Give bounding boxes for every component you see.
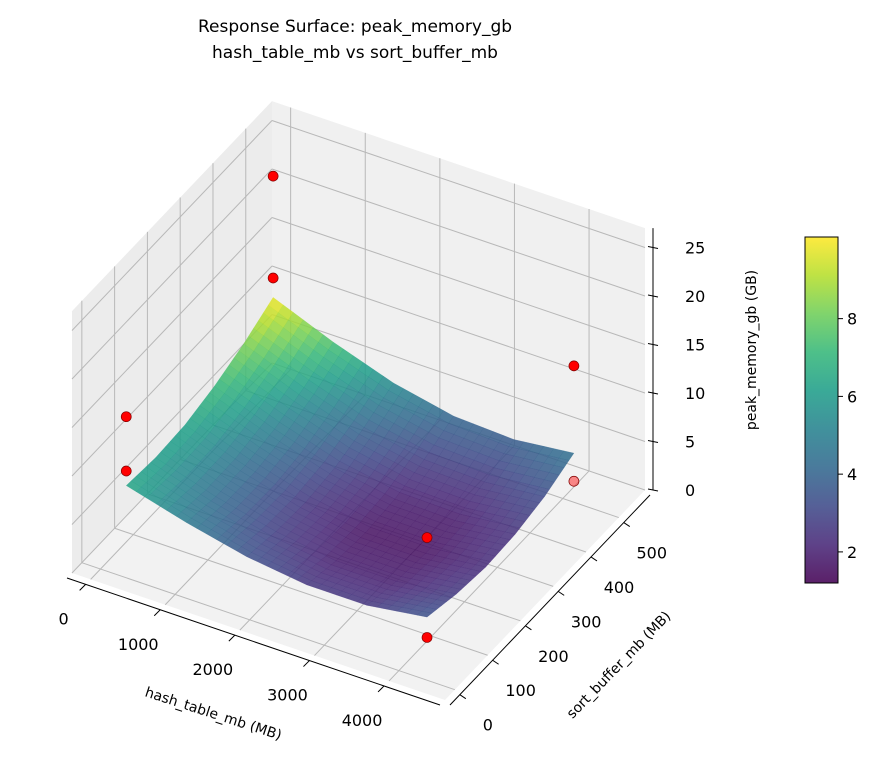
z-tick [647, 246, 659, 249]
gridline-z [71, 168, 273, 380]
x-tick [153, 609, 161, 617]
x-tick-label: 4000 [342, 711, 383, 730]
gridline-z [71, 120, 273, 331]
x-tick [303, 660, 310, 667]
gridline-z [271, 168, 646, 297]
chart-title: Response Surface: peak_memory_gb [198, 17, 512, 37]
data-point [120, 465, 132, 477]
gridline-z [271, 314, 646, 442]
gridline-y [81, 562, 455, 691]
data-point [267, 170, 279, 182]
y-tick [459, 694, 467, 700]
surface [125, 297, 580, 618]
colorbar: 2 4 6 8 [804, 236, 857, 584]
colorbar-tick-label: 2 [847, 543, 857, 562]
surface-facet [416, 611, 433, 618]
z-tick [647, 391, 659, 395]
y-tick [623, 522, 631, 527]
x-tick [377, 685, 385, 693]
y-axis-line [449, 494, 651, 706]
gridline-z [71, 314, 273, 525]
z-tick-label: 5 [685, 433, 695, 452]
z-tick-label: 20 [685, 287, 705, 306]
z-tick-label: 25 [685, 239, 705, 258]
data-point [267, 272, 279, 284]
z-tick [647, 343, 659, 346]
x-axis-line [66, 577, 441, 706]
z-tick [647, 488, 659, 492]
data-point [120, 411, 132, 423]
y-tick-label: 400 [604, 578, 635, 597]
z-axis-label: peak_memory_gb (GB) [744, 270, 760, 430]
gridline-z [71, 217, 273, 428]
colorbar-tick-label: 6 [847, 387, 857, 406]
y-tick [492, 659, 499, 665]
z-tick-label: 10 [685, 384, 705, 403]
y-tick-label: 100 [505, 681, 536, 700]
colorbar-tick-label: 4 [847, 465, 857, 484]
y-tick-label: 500 [636, 544, 667, 563]
y-tick-label: 0 [483, 716, 493, 735]
scatter-points [120, 170, 580, 643]
x-tick-label: 1000 [118, 635, 159, 654]
gridline-z [271, 217, 646, 345]
colorbar-gradient [804, 236, 839, 584]
y-tick-label: 200 [538, 647, 569, 666]
x-tick-label: 3000 [267, 686, 308, 705]
gridline-x [388, 470, 590, 682]
y-tick [525, 625, 532, 631]
data-point [421, 632, 433, 643]
gridline-z [271, 265, 646, 394]
data-point [568, 360, 580, 372]
x-tick-label: 0 [59, 609, 69, 628]
x-axis-label: hash_table_mb (MB) [143, 685, 284, 744]
y-tick [590, 556, 598, 562]
chart-subtitle: hash_table_mb vs sort_buffer_mb [212, 43, 498, 63]
gridline-z [271, 120, 646, 248]
data-point [421, 532, 433, 543]
y-tick [557, 590, 565, 596]
z-tick [647, 440, 659, 443]
z-tick-label: 0 [685, 481, 695, 500]
left-pane [72, 101, 272, 573]
y-tick-label: 300 [571, 612, 602, 631]
x-tick-label: 2000 [192, 660, 233, 679]
x-tick [79, 583, 87, 591]
z-tick-label: 15 [685, 336, 705, 355]
z-tick [647, 294, 659, 298]
gridline-z [71, 265, 273, 477]
x-tick [228, 634, 236, 642]
data-point [568, 475, 580, 487]
colorbar-tick-label: 8 [847, 310, 857, 329]
